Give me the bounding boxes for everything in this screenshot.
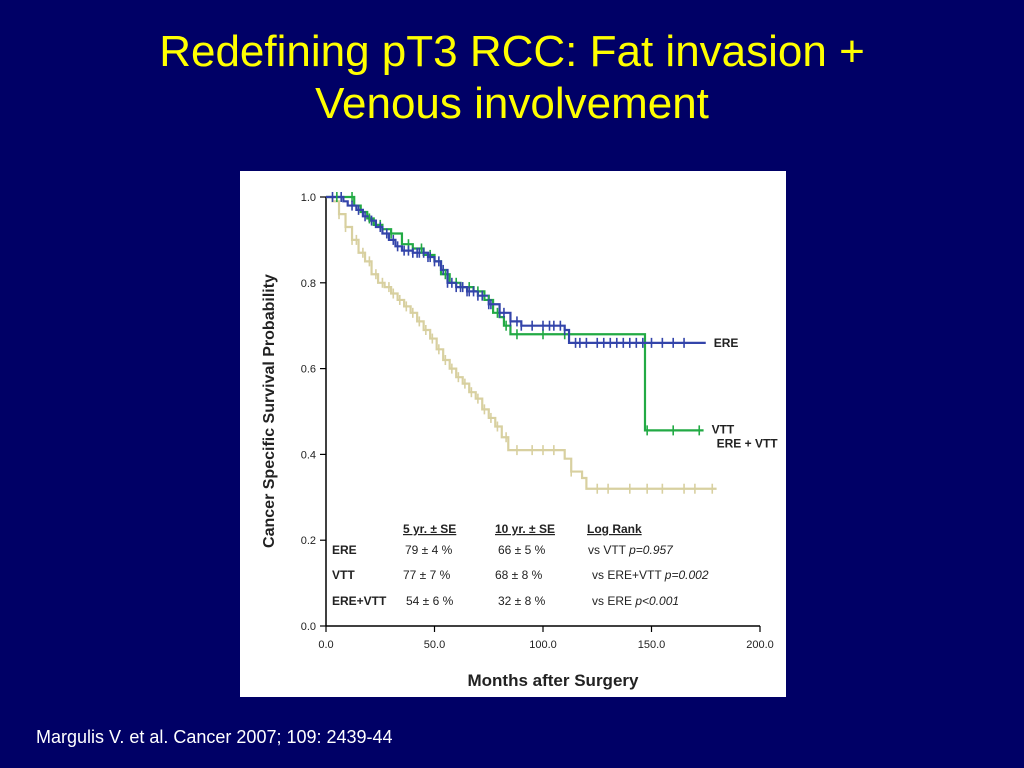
- logrank-prefix: vs VTT: [588, 543, 629, 557]
- logrank-prefix: vs ERE+VTT: [592, 568, 665, 582]
- y-tick-label: 0.6: [301, 364, 316, 376]
- stats-row-10yr: 32 ± 8 %: [498, 594, 546, 608]
- y-tick-label: 0.0: [301, 621, 316, 633]
- logrank-p: p=0.957: [628, 543, 674, 557]
- y-tick-label: 0.2: [301, 535, 316, 547]
- y-tick-label: 1.0: [301, 192, 316, 204]
- x-axis-label: Months after Surgery: [468, 671, 640, 690]
- stats-row-logrank: vs ERE p<0.001: [592, 594, 679, 608]
- x-tick-label: 200.0: [746, 639, 774, 651]
- series-line-ere-vtt: [326, 195, 717, 490]
- series-line-ere: [326, 195, 706, 344]
- x-tick-label: 50.0: [424, 639, 445, 651]
- stats-row-5yr: 79 ± 4 %: [405, 543, 453, 557]
- y-tick-label: 0.8: [301, 278, 316, 290]
- y-axis-label: Cancer Specific Survival Probability: [261, 274, 278, 548]
- logrank-p: p=0.002: [664, 568, 709, 582]
- series-lines: [326, 195, 717, 490]
- y-tick-label: 0.4: [301, 449, 316, 461]
- slide-title: Redefining pT3 RCC: Fat invasion + Venou…: [0, 26, 1024, 130]
- x-tick-label: 0.0: [318, 639, 333, 651]
- slide-title-line-1: Redefining pT3 RCC: Fat invasion +: [159, 27, 865, 76]
- stats-row-group: VTT: [332, 568, 355, 582]
- logrank-p: p<0.001: [634, 594, 679, 608]
- series-label: ERE: [714, 336, 739, 350]
- citation: Margulis V. et al. Cancer 2007; 109: 243…: [36, 727, 393, 747]
- stats-header-5yr: 5 yr. ± SE: [403, 522, 456, 536]
- stats-row-5yr: 54 ± 6 %: [406, 594, 454, 608]
- series-label: ERE + VTT: [717, 437, 779, 451]
- stats-table: 5 yr. ± SE 10 yr. ± SE Log Rank ERE 79 ±…: [332, 522, 709, 608]
- stats-row-5yr: 77 ± 7 %: [403, 568, 451, 582]
- x-tick-label: 150.0: [638, 639, 666, 651]
- stats-row-logrank: vs VTT p=0.957: [588, 543, 674, 557]
- stats-header-10yr: 10 yr. ± SE: [495, 522, 555, 536]
- survival-figure: 0.0 50.0 100.0 150.0 200.0 0.0 0.2 0.4 0.6 0.8 1.0…: [240, 171, 786, 697]
- x-tick-label: 100.0: [529, 639, 557, 651]
- stats-row-group: ERE+VTT: [332, 594, 387, 608]
- stats-row-10yr: 66 ± 5 %: [498, 543, 546, 557]
- stats-header-logrank: Log Rank: [587, 522, 642, 536]
- ticks: 0.0 50.0 100.0 150.0 200.0 0.0 0.2 0.4 0.6 0.8 1.0: [301, 192, 774, 651]
- stats-row-group: ERE: [332, 543, 357, 557]
- stats-row-10yr: 68 ± 8 %: [495, 568, 543, 582]
- axes: [325, 197, 760, 627]
- logrank-prefix: vs ERE: [592, 594, 635, 608]
- stats-row-logrank: vs ERE+VTT p=0.002: [592, 568, 709, 582]
- series-label: VTT: [712, 422, 735, 436]
- slide-title-line-2: Venous involvement: [315, 79, 709, 128]
- censor-marks: [331, 192, 714, 494]
- km-chart: 0.0 50.0 100.0 150.0 200.0 0.0 0.2 0.4 0.6 0.8 1.0…: [261, 192, 779, 690]
